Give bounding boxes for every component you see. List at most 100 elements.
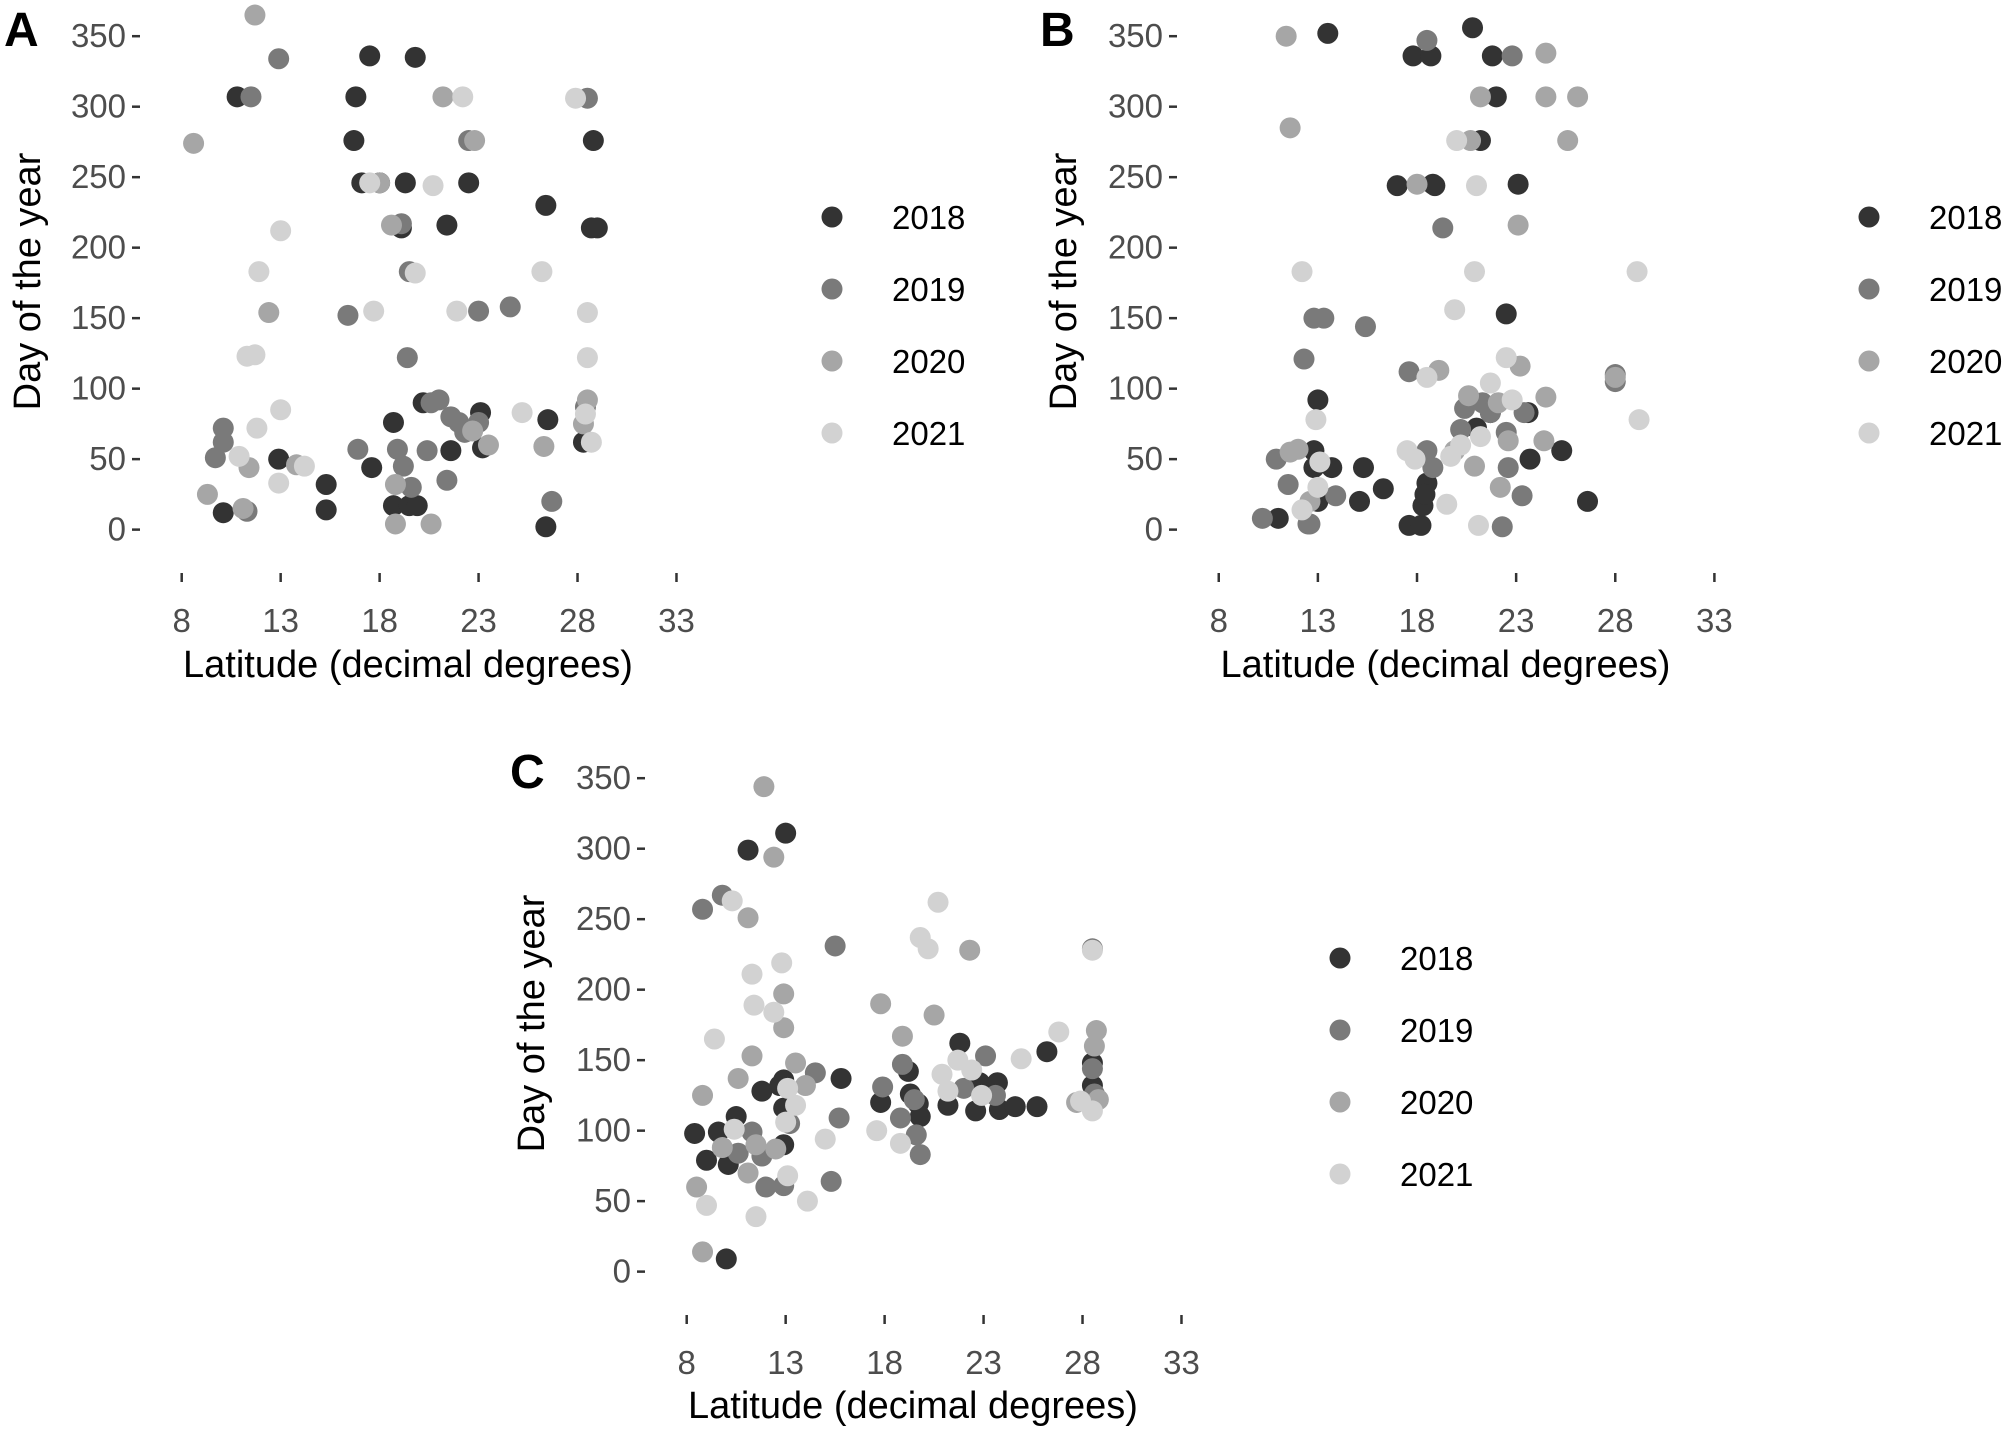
legend-key-2021 — [821, 422, 843, 444]
data-point-2019 — [1497, 457, 1519, 479]
y-tick-label: 200 — [1108, 229, 1163, 266]
y-tick-label: 300 — [71, 88, 126, 125]
y-tick-label: 50 — [89, 440, 126, 477]
data-point-2021 — [771, 952, 793, 974]
x-tick-label: 8 — [1210, 602, 1228, 639]
data-point-2020 — [737, 907, 759, 929]
legend-key-2019 — [1329, 1019, 1351, 1041]
data-point-2019 — [872, 1076, 894, 1098]
x-tick-label: 28 — [559, 602, 596, 639]
y-tick-label: 100 — [576, 1112, 631, 1149]
data-point-2019 — [828, 1107, 850, 1129]
data-point-2021 — [1495, 347, 1517, 369]
legend-label: 2019 — [1400, 1012, 1473, 1049]
data-point-2021 — [1309, 451, 1331, 473]
data-point-2021 — [1291, 499, 1313, 521]
data-point-2018 — [830, 1067, 852, 1089]
y-tick-label: 0 — [108, 511, 126, 548]
data-point-2020 — [1469, 86, 1491, 108]
data-point-2021 — [446, 300, 468, 322]
y-tick-label: 50 — [1126, 440, 1163, 477]
data-point-2020 — [1535, 386, 1557, 408]
data-point-2020 — [753, 776, 775, 798]
data-point-2020 — [420, 513, 442, 535]
data-point-2019 — [909, 1144, 931, 1166]
x-axis-title: Latitude (decimal degrees) — [1221, 644, 1671, 686]
data-point-2019 — [1398, 361, 1420, 383]
x-tick-label: 28 — [1597, 602, 1634, 639]
y-tick-label: 200 — [71, 229, 126, 266]
data-point-2018 — [1317, 22, 1339, 44]
data-point-2019 — [891, 1053, 913, 1075]
data-point-2021 — [244, 344, 266, 366]
y-axis-title: Day of the year — [7, 152, 49, 410]
data-point-2018 — [1414, 483, 1436, 505]
y-tick-label: 150 — [1108, 299, 1163, 336]
data-point-2020 — [765, 1138, 787, 1160]
data-point-2020 — [727, 1067, 749, 1089]
data-point-2019 — [541, 490, 563, 512]
data-point-2021 — [1444, 299, 1466, 321]
data-point-2018 — [1424, 175, 1446, 197]
data-point-2021 — [745, 1206, 767, 1228]
panel-letter: C — [510, 746, 545, 799]
panel-a: A 0 50 100 150 200 250 300 350 8 13 18 23 28 33 Latitud… — [4, 4, 965, 686]
x-tick-label: 23 — [1498, 602, 1535, 639]
data-point-2018 — [343, 130, 365, 152]
data-point-2019 — [953, 1077, 975, 1099]
data-point-2021 — [1081, 1100, 1103, 1122]
data-point-2018 — [870, 1091, 892, 1113]
legend-key-2021 — [1858, 422, 1880, 444]
data-point-2019 — [824, 935, 846, 957]
x-tick-label: 33 — [1696, 602, 1733, 639]
data-point-2018 — [458, 172, 480, 194]
data-point-2021 — [703, 1028, 725, 1050]
data-point-2020 — [692, 1241, 714, 1263]
data-point-2021 — [248, 261, 270, 283]
data-point-2020 — [1279, 117, 1301, 139]
data-point-2018 — [1026, 1096, 1048, 1118]
data-point-2018 — [1551, 440, 1573, 462]
y-tick-label: 200 — [576, 971, 631, 1008]
data-point-2020 — [258, 302, 280, 324]
data-point-2021 — [359, 172, 381, 194]
data-point-2020 — [785, 1052, 807, 1074]
data-point-2021 — [268, 472, 290, 494]
data-point-2020 — [692, 1084, 714, 1106]
data-point-2018 — [737, 839, 759, 861]
data-point-2020 — [1406, 173, 1428, 195]
data-point-2018 — [1462, 17, 1484, 39]
data-point-2018 — [359, 45, 381, 67]
data-point-2019 — [337, 304, 359, 326]
data-point-2019 — [1491, 516, 1513, 538]
x-tick-label: 13 — [1300, 602, 1337, 639]
data-point-2020 — [1535, 86, 1557, 108]
y-axis-title: Day of the year — [1043, 152, 1085, 410]
data-point-2018 — [382, 495, 404, 517]
data-point-2020 — [477, 434, 499, 456]
data-point-2018 — [582, 130, 604, 152]
data-point-2019 — [212, 431, 234, 453]
x-tick-label: 13 — [767, 1344, 804, 1381]
data-point-2020 — [1083, 1035, 1105, 1057]
data-point-2019 — [889, 1107, 911, 1129]
data-point-2020 — [1279, 441, 1301, 463]
data-point-2021 — [228, 445, 250, 467]
data-point-2021 — [763, 1001, 785, 1023]
legend-key-2020 — [1329, 1091, 1351, 1113]
data-point-2021 — [777, 1077, 799, 1099]
data-point-2021 — [1416, 366, 1438, 388]
data-point-2021 — [889, 1132, 911, 1154]
legend: 2018 2019 2020 2021 — [821, 199, 965, 452]
data-point-2020 — [923, 1004, 945, 1026]
data-point-2018 — [315, 499, 337, 521]
data-point-2019 — [416, 440, 438, 462]
data-point-2018 — [315, 474, 337, 496]
data-point-2018 — [1485, 86, 1507, 108]
y-tick-label: 350 — [576, 759, 631, 796]
data-point-2019 — [204, 447, 226, 469]
data-point-2021 — [1465, 175, 1487, 197]
data-point-2021 — [785, 1094, 807, 1116]
data-point-2020 — [891, 1025, 913, 1047]
